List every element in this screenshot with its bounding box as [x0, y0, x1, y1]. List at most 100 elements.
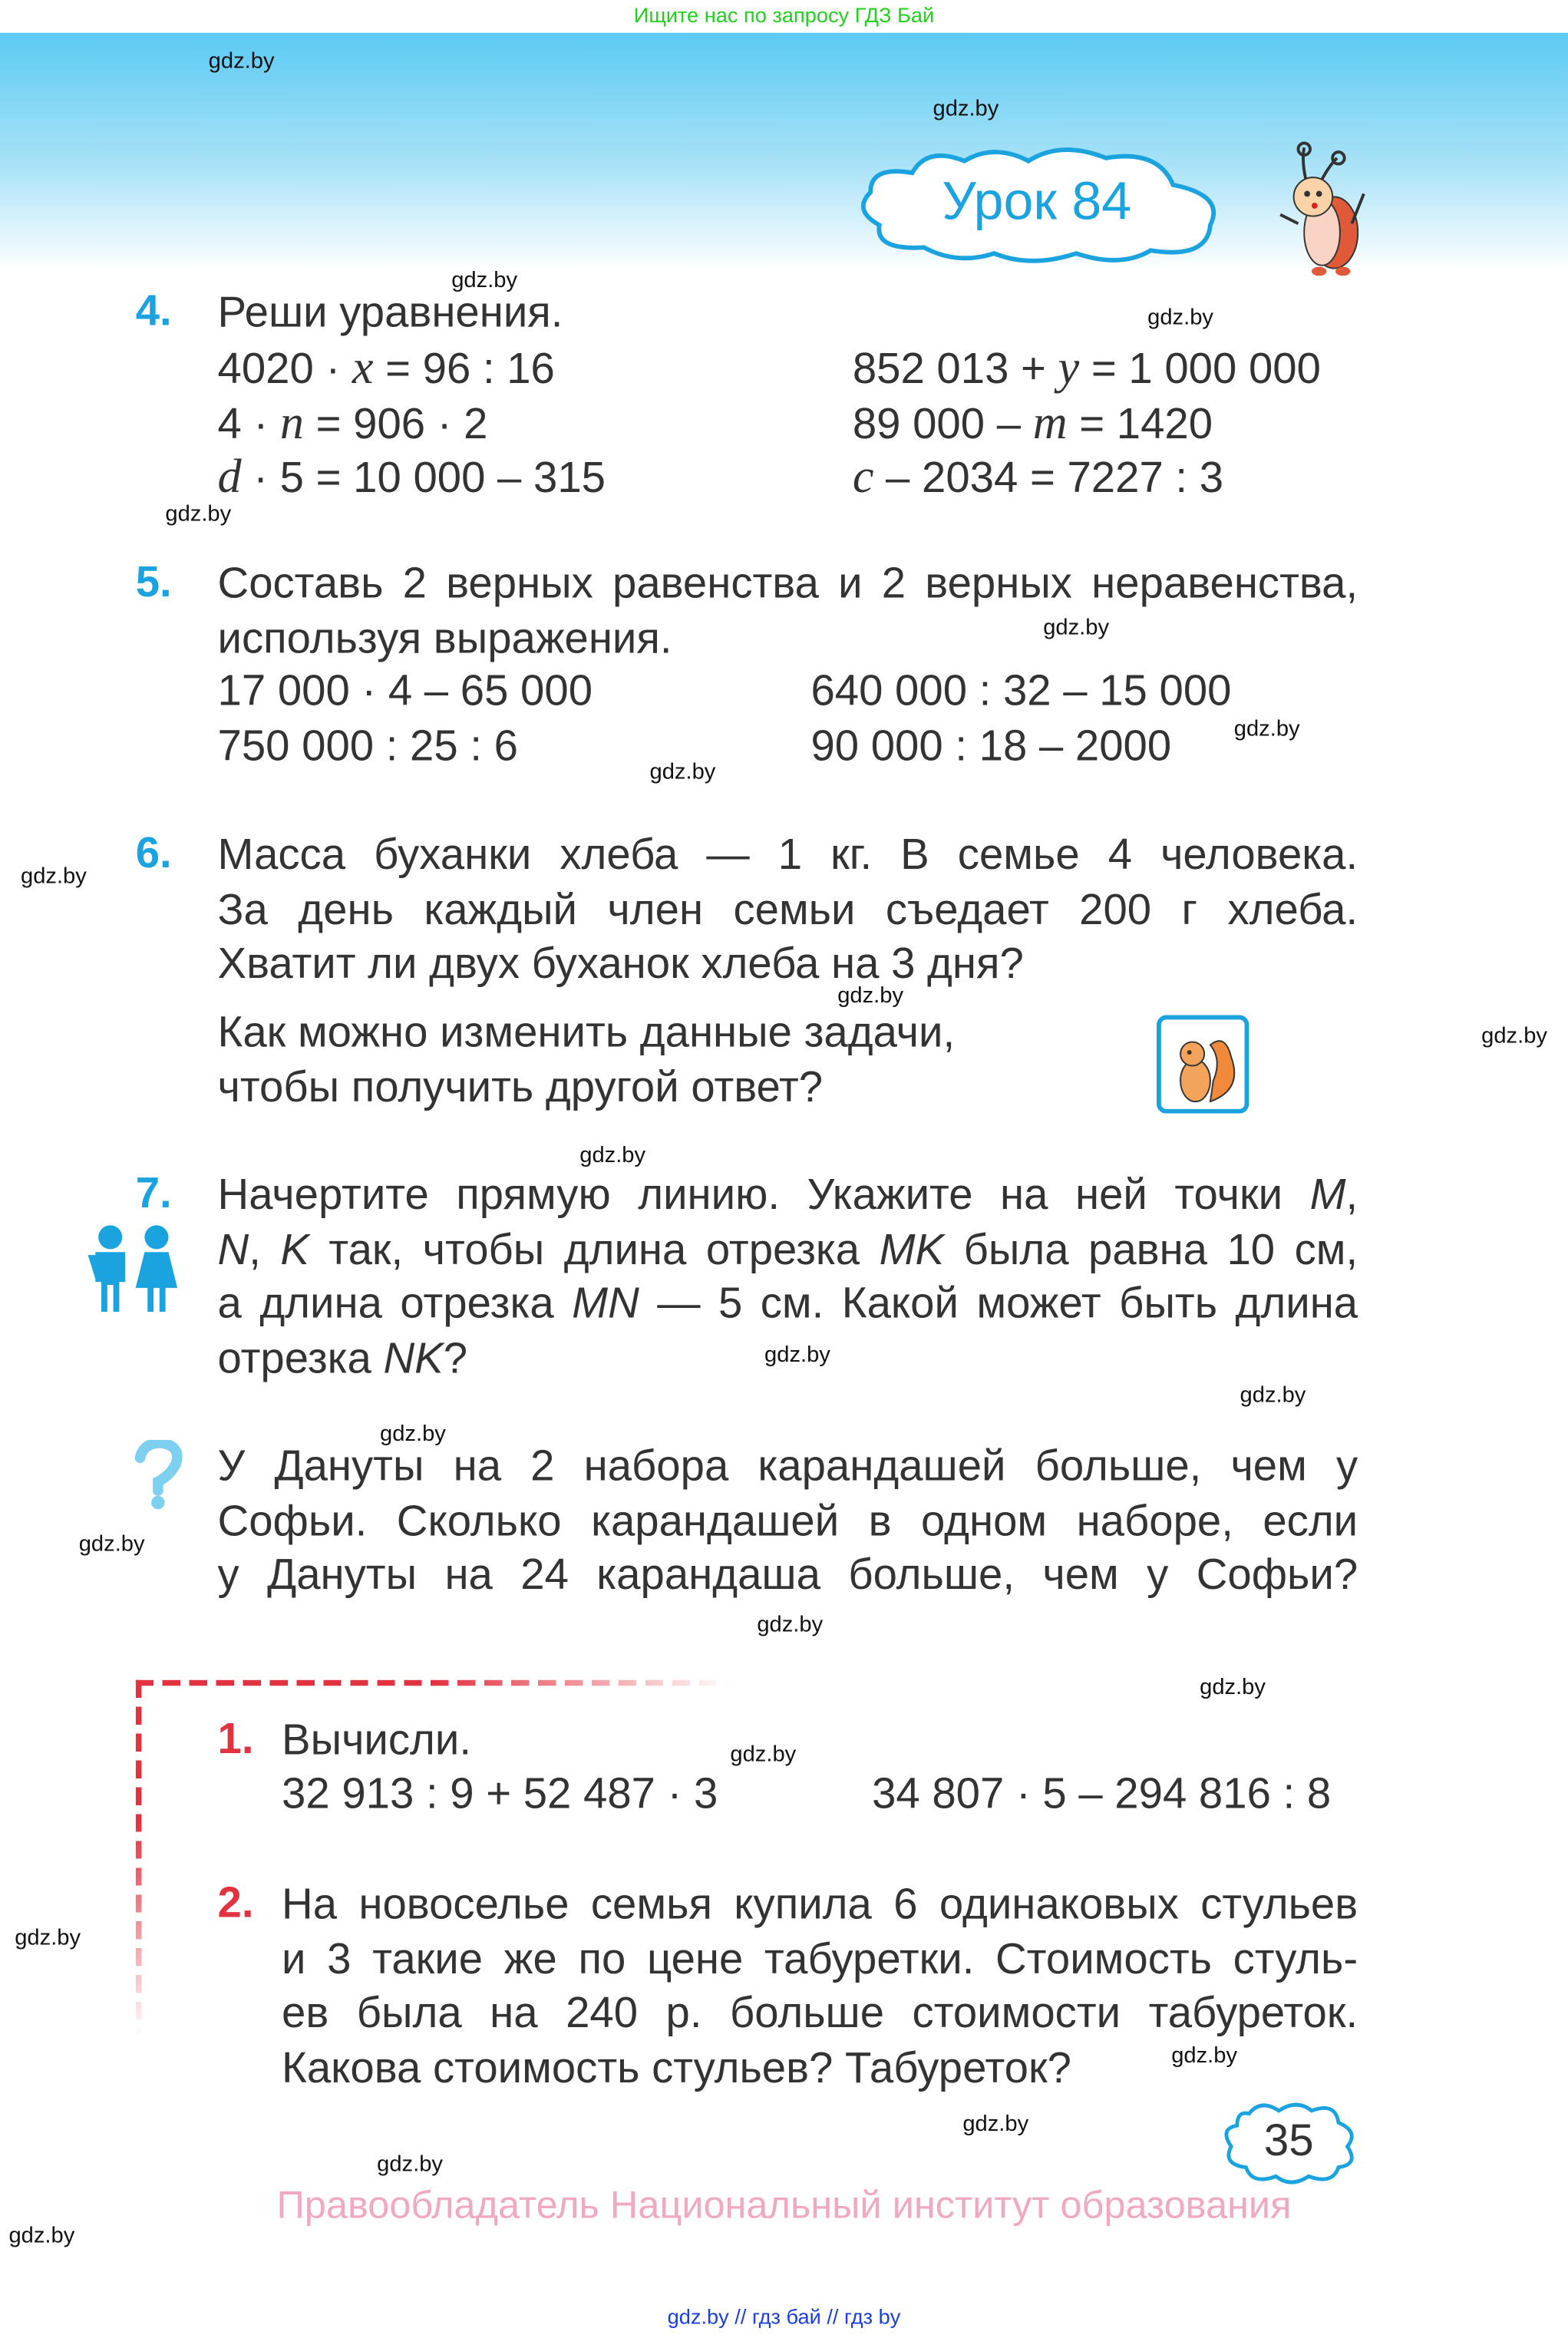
watermark: gdz.by [757, 1612, 824, 1638]
text-segment: и 3 такие же по цене табуретки. Стоимост… [282, 1935, 1358, 1983]
text-line: Составь 2 верных равенства и 2 верных не… [218, 557, 1358, 611]
watermark: gdz.by [933, 96, 999, 122]
point-label: MK [879, 1226, 945, 1274]
point-label: NK [383, 1335, 444, 1383]
watermark: gdz.by [764, 1342, 830, 1368]
text-line: а длина отрезка MN — 5 см. Какой может б… [218, 1277, 1358, 1331]
question-icon [134, 1439, 183, 1510]
variable: y [1058, 339, 1080, 394]
text-segment: 4 · [217, 400, 280, 448]
text-line: 17 000 · 4 – 65 000 [218, 665, 593, 718]
text-segment: 90 000 : 18 – 2000 [810, 722, 1172, 771]
watermark: gdz.by [1043, 615, 1110, 641]
text-segment: 852 013 + [852, 345, 1058, 394]
top-banner[interactable]: Ищите нас по запросу ГДЗ Бай [633, 2, 935, 27]
variable: d [217, 448, 242, 503]
text-segment: У Дануты на 2 набора карандашей больше, … [217, 1442, 1358, 1491]
text-segment: Какова стоимость стульев? Табуреток? [282, 2044, 1071, 2092]
text-segment: , [249, 1226, 281, 1274]
text-segment: Начертите прямую линию. Укажите на ней т… [217, 1171, 1310, 1220]
watermark: gdz.by [20, 864, 87, 890]
text-segment: Хватит ли двух буханок хлеба на 3 дня? [217, 940, 1024, 989]
text-segment: На новоселье семья купила 6 одинаковых с… [282, 1881, 1358, 1929]
text-segment: 4020 · [217, 345, 352, 394]
text-line: 852 013 + y = 1 000 000 [853, 340, 1321, 397]
text-segment: 17 000 · 4 – 65 000 [217, 668, 593, 716]
page-number: 35 [1263, 2116, 1314, 2166]
text-line: у Дануты на 24 карандаша больше, чем у С… [218, 1549, 1358, 1603]
text-segment: 32 913 : 9 + 52 487 · 3 [282, 1771, 718, 1819]
variable: x [352, 339, 374, 394]
text-line: Хватит ли двух буханок хлеба на 3 дня? [218, 938, 1024, 992]
text-segment: = 96 : 16 [373, 345, 555, 394]
text-line: 4020 · x = 96 : 16 [218, 340, 555, 397]
text-segment: у Дануты на 24 карандаша больше, чем у С… [217, 1551, 1358, 1600]
text-segment: ев была на 240 р. больше стоимости табур… [282, 1990, 1358, 2038]
text-segment: а длина отрезка [217, 1280, 573, 1329]
copyright-notice: Правообладатель Национальный институт об… [276, 2182, 1292, 2227]
ladybug-icon [1279, 141, 1365, 276]
text-line: Масса буханки хлеба — 1 кг. В семье 4 че… [218, 829, 1358, 883]
watermark: gdz.by [649, 759, 716, 785]
text-line: 90 000 : 18 – 2000 [810, 719, 1171, 773]
text-line: Софьи. Сколько карандашей в одном наборе… [218, 1494, 1358, 1548]
text-segment: Масса буханки хлеба — 1 кг. В семье 4 че… [217, 831, 1358, 880]
text-line: N, K так, чтобы длина отрезка MK была ра… [218, 1223, 1358, 1276]
text-segment: 89 000 – [852, 400, 1033, 448]
text-line: Как можно изменить данные задачи, [218, 1006, 956, 1060]
review-1-number: 1. [217, 1716, 254, 1764]
watermark: gdz.by [380, 1421, 446, 1447]
text-segment: 34 807 · 5 – 294 816 : 8 [872, 1771, 1332, 1819]
review-frame-top [135, 1679, 732, 1686]
text-segment: За день каждый член семьи съедает 200 г … [217, 886, 1358, 934]
text-line: У Дануты на 2 набора карандашей больше, … [218, 1440, 1358, 1494]
text-segment: , [1345, 1171, 1358, 1220]
watermark: gdz.by [78, 1531, 145, 1557]
text-segment: используя выражения. [217, 615, 672, 663]
watermark: gdz.by [1233, 716, 1300, 742]
watermark: gdz.by [377, 2151, 443, 2178]
point-label: MN [572, 1280, 639, 1329]
task-5-number: 5. [135, 559, 172, 607]
text-line: Начертите прямую линию. Укажите на ней т… [218, 1169, 1358, 1223]
text-segment: была равна 10 см, [944, 1226, 1358, 1274]
text-line: используя выражения. [218, 612, 672, 665]
task-7-number: 7. [135, 1170, 172, 1218]
watermark: gdz.by [1240, 1382, 1306, 1408]
text-line: отрезка NK? [218, 1332, 468, 1385]
text-line: ев была на 240 р. больше стоимости табур… [282, 1987, 1358, 2041]
task-4-heading: Реши уравнения. [217, 289, 563, 337]
review-1-heading: Вычисли. [282, 1717, 472, 1765]
squirrel-icon [1156, 1015, 1249, 1114]
point-label: N [217, 1226, 249, 1274]
watermark: gdz.by [1481, 1023, 1547, 1049]
variable: m [1032, 394, 1068, 448]
text-segment: = 1 000 000 [1079, 345, 1321, 394]
children-icon [87, 1225, 178, 1312]
variable: c [852, 448, 874, 503]
text-segment: Софьи. Сколько карандашей в одном наборе… [217, 1497, 1358, 1545]
watermark: gdz.by [962, 2111, 1029, 2137]
text-line: чтобы получить другой ответ? [218, 1061, 824, 1115]
point-label: M [1309, 1171, 1346, 1220]
text-line: 34 807 · 5 – 294 816 : 8 [872, 1768, 1331, 1821]
footer-links[interactable]: gdz.by // гдз бай // гдз by [667, 2304, 901, 2329]
text-segment: · 5 = 10 000 – 315 [241, 454, 606, 503]
text-segment: отрезка [217, 1335, 384, 1383]
variable: n [279, 394, 304, 448]
watermark: gdz.by [730, 1742, 797, 1768]
task-4-number: 4. [135, 287, 172, 335]
watermark: gdz.by [1171, 2042, 1238, 2069]
text-line: и 3 такие же по цене табуретки. Стоимост… [282, 1933, 1358, 1986]
text-segment: = 1420 [1067, 400, 1213, 448]
task-6-number: 6. [135, 830, 172, 878]
watermark: gdz.by [1200, 1674, 1266, 1700]
text-line: 32 913 : 9 + 52 487 · 3 [282, 1768, 718, 1821]
lesson-cloud [860, 147, 1216, 263]
text-line: На новоселье семья купила 6 одинаковых с… [282, 1878, 1358, 1932]
text-segment: 750 000 : 25 : 6 [217, 722, 518, 771]
watermark: gdz.by [8, 2223, 75, 2249]
lesson-title: Урок 84 [942, 170, 1132, 232]
point-label: K [280, 1226, 309, 1274]
